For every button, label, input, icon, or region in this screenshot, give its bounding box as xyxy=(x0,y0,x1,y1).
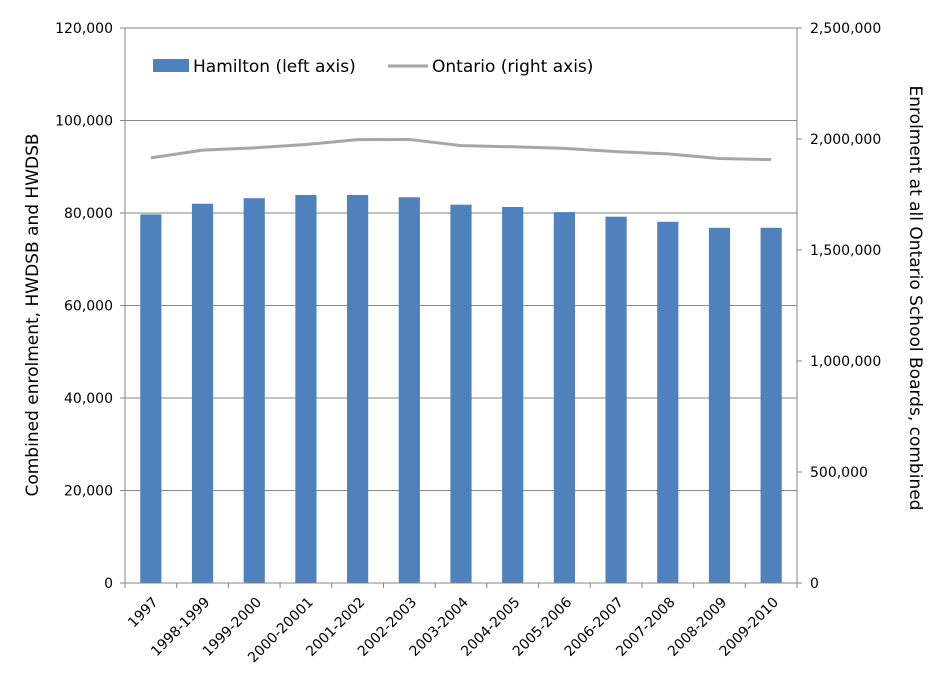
bar-hamilton xyxy=(657,221,679,583)
legend: Hamilton (left axis) Ontario (right axis… xyxy=(153,57,593,77)
right-tick-label: 1,500,000 xyxy=(810,243,881,259)
bar-hamilton xyxy=(191,203,214,583)
bar-hamilton xyxy=(347,194,369,583)
bar-hamilton xyxy=(140,214,162,583)
bar-hamilton xyxy=(553,212,575,583)
bar-hamilton xyxy=(760,227,782,584)
bar-hamilton xyxy=(243,198,265,583)
bar-hamilton xyxy=(708,227,731,584)
legend-swatch-hamilton xyxy=(153,59,189,72)
left-axis-title: Combined enrolment, HWDSB and HWDSB xyxy=(23,133,43,496)
left-tick-label: 100,000 xyxy=(55,114,113,130)
bar-hamilton xyxy=(605,216,627,583)
left-tick-label: 40,000 xyxy=(64,391,113,407)
left-tick-label: 0 xyxy=(104,576,113,592)
bar-hamilton xyxy=(398,197,420,583)
bar-hamilton xyxy=(502,206,524,584)
bar-hamilton xyxy=(295,194,317,583)
legend-label-hamilton: Hamilton (left axis) xyxy=(193,57,356,77)
bar-hamilton xyxy=(450,204,472,584)
line-ontario xyxy=(150,137,772,162)
right-tick-label: 1,000,000 xyxy=(810,354,881,370)
left-tick-label: 20,000 xyxy=(64,484,113,500)
right-tick-label: 500,000 xyxy=(810,465,868,481)
right-tick-label: 0 xyxy=(810,576,819,592)
left-tick-label: 120,000 xyxy=(55,21,113,37)
left-tick-label: 60,000 xyxy=(64,299,113,315)
ontario-line xyxy=(150,137,772,162)
left-tick-label: 80,000 xyxy=(64,206,113,222)
right-tick-label: 2,500,000 xyxy=(810,21,881,37)
right-axis-title: Enrolment at all Ontario School Boards, … xyxy=(905,86,925,511)
left-axis-tick-labels: 0 20,000 40,000 60,000 80,000 100,000 120,000 xyxy=(55,21,125,592)
hamilton-bars xyxy=(140,194,782,584)
legend-label-ontario: Ontario (right axis) xyxy=(432,57,593,77)
right-axis-tick-labels: 0 500,000 1,000,000 1,500,000 2,000,000 2,500… xyxy=(797,21,881,592)
right-tick-label: 2,000,000 xyxy=(810,132,881,148)
